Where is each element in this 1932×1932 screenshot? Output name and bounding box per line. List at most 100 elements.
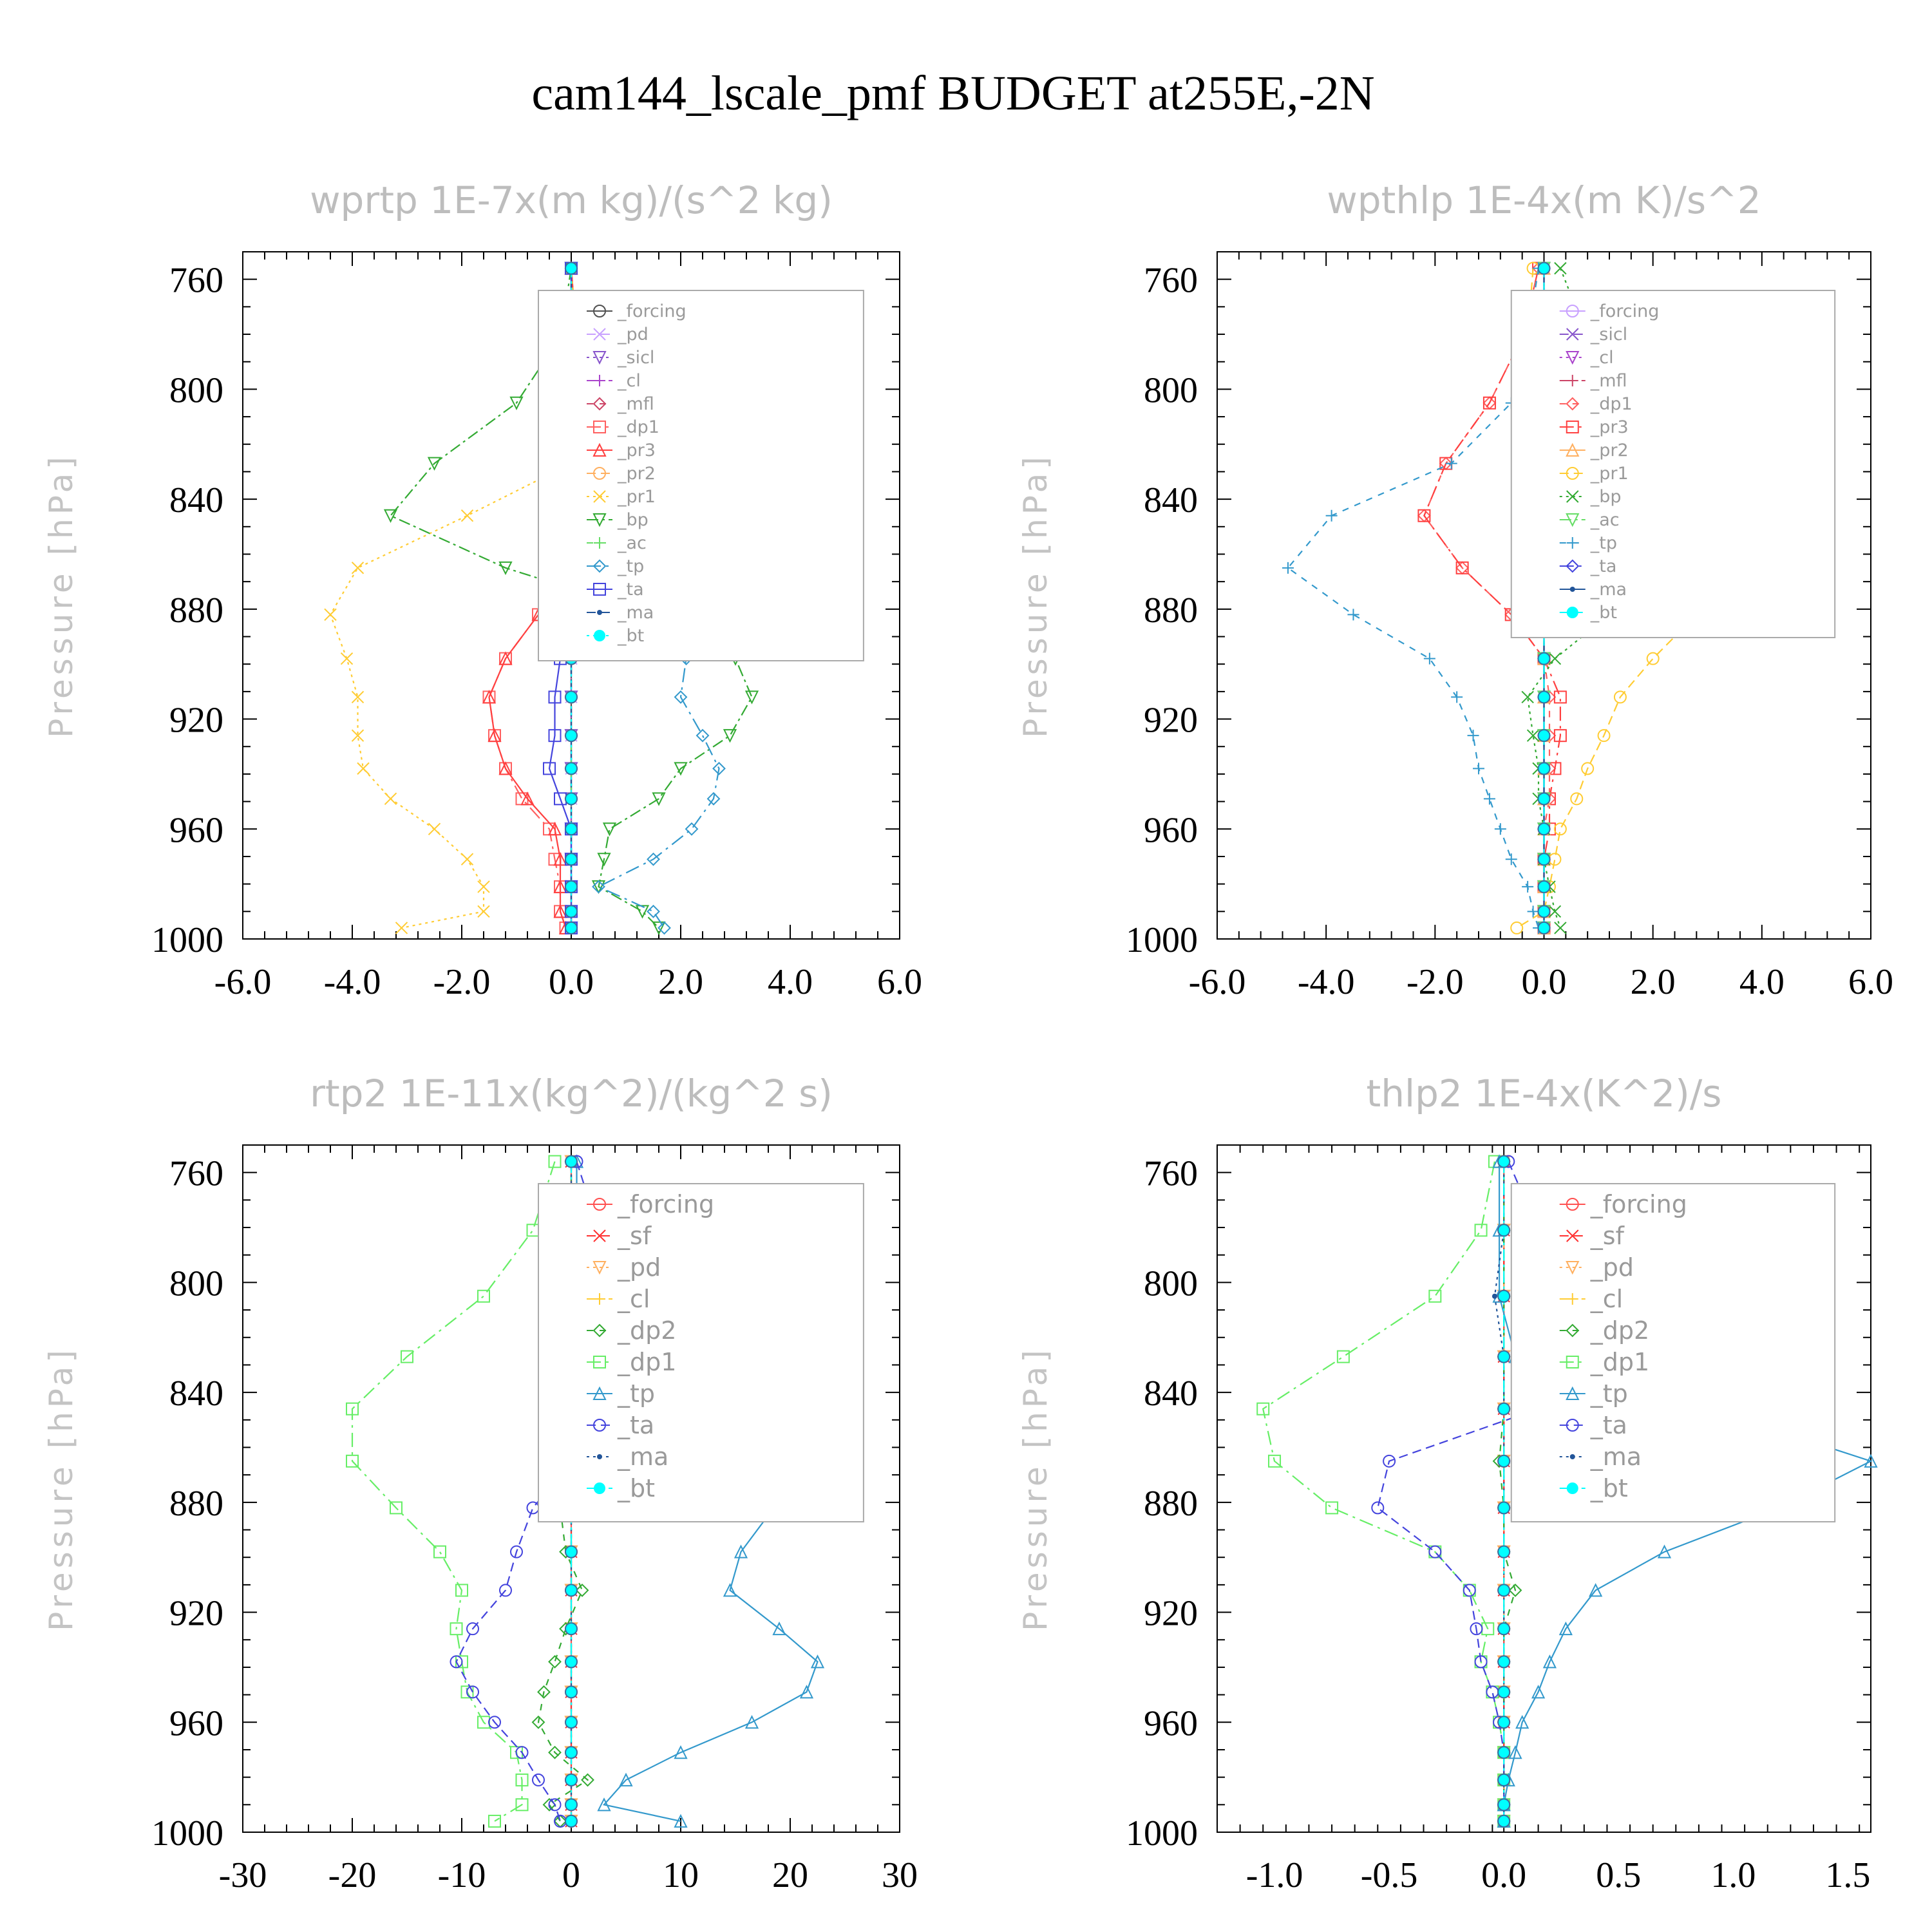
legend-label: _tp	[1590, 1379, 1628, 1408]
data-point	[1657, 1544, 1672, 1558]
legend-marker	[1566, 467, 1579, 480]
data-point	[658, 921, 671, 935]
data-point	[744, 1715, 759, 1729]
data-point	[1455, 561, 1469, 574]
data-point	[1542, 1654, 1557, 1669]
data-point	[565, 1685, 578, 1699]
y-tick-label: 880	[1144, 1484, 1198, 1524]
legend-marker	[1566, 559, 1580, 573]
legend-marker	[1566, 351, 1580, 365]
legend-marker	[1566, 490, 1579, 503]
legend-label: _cl	[617, 371, 641, 391]
series-bt	[1497, 1155, 1511, 1828]
series-line	[1262, 1161, 1505, 1821]
data-point	[1497, 1545, 1511, 1558]
legend-label: _bt	[617, 1474, 655, 1502]
data-point	[565, 1622, 578, 1636]
data-point	[515, 1798, 529, 1812]
legend-label: _forcing	[617, 301, 687, 321]
legend-item: _ma	[587, 1443, 668, 1471]
data-point	[696, 728, 710, 743]
data-point	[652, 921, 666, 936]
data-point	[1463, 1584, 1476, 1597]
data-point	[531, 1715, 545, 1729]
legend-marker	[594, 1293, 605, 1305]
legend-item: _pr2	[587, 464, 656, 484]
legend-marker	[1566, 305, 1579, 317]
legend-marker	[1566, 442, 1580, 457]
legend-marker	[593, 583, 606, 596]
plot-frame	[1217, 1144, 1871, 1833]
data-point	[685, 822, 699, 836]
legend-marker	[592, 442, 607, 457]
data-point	[1497, 1155, 1511, 1168]
legend-item: _dp2	[587, 1316, 676, 1345]
data-point	[1527, 905, 1539, 918]
legend-label: _forcing	[1590, 301, 1660, 321]
data-point	[1268, 1454, 1282, 1468]
legend-item: _bt	[1559, 603, 1617, 623]
x-tick-label: 0.0	[549, 962, 594, 1002]
legend-item: _cl	[587, 1285, 650, 1313]
data-point	[510, 1545, 523, 1558]
data-point	[1497, 1773, 1511, 1786]
legend-label: _forcing	[1590, 1190, 1687, 1218]
legend-marker	[1566, 375, 1578, 386]
legend-label: _ta	[1590, 556, 1617, 576]
legend-label: _ac	[1590, 510, 1620, 530]
legend-item: _pr3	[1559, 417, 1629, 437]
data-point	[1497, 1454, 1511, 1468]
panel-title: wpthlp 1E-4x(m K)/s^2	[1327, 178, 1761, 222]
y-tick-label: 840	[1144, 480, 1198, 520]
data-point	[324, 608, 337, 621]
legend-label: _ta	[617, 580, 644, 600]
legend-label: _bp	[617, 510, 649, 530]
legend-marker	[1566, 1293, 1578, 1305]
chart-panel-2: wpthlp 1E-4x(m K)/s^2 Pressure [hPa] 760 80…	[1017, 178, 1893, 1002]
data-point	[597, 1797, 611, 1812]
data-point	[1554, 922, 1567, 934]
y-tick-label: 760	[169, 1154, 223, 1194]
legend-label: _cl	[1590, 1285, 1623, 1313]
legend-marker	[594, 537, 605, 549]
data-point	[1497, 1289, 1511, 1303]
legend-marker	[1566, 1386, 1580, 1400]
legend-label: _ma	[617, 603, 654, 623]
x-tick-label: -4.0	[1298, 962, 1355, 1002]
data-point	[565, 1155, 578, 1168]
data-point	[1581, 762, 1595, 775]
legend-item: _forcing	[1559, 1190, 1687, 1218]
legend-marker	[593, 490, 606, 503]
data-point	[1325, 509, 1338, 522]
legend-item: _bt	[1559, 1474, 1628, 1502]
data-point	[1497, 1501, 1511, 1515]
data-point	[565, 1584, 578, 1597]
data-point	[460, 853, 474, 866]
legend-marker	[593, 1198, 606, 1211]
legend-item: _mfl	[1559, 371, 1627, 391]
data-point	[565, 729, 578, 743]
data-point	[1497, 1584, 1511, 1597]
legend-item: _ma	[1559, 1443, 1642, 1471]
data-point	[548, 1155, 562, 1168]
x-tick-label: -4.0	[324, 962, 381, 1002]
legend-label: _dp2	[617, 1316, 676, 1345]
y-tick-label: 760	[1144, 261, 1198, 301]
data-point	[532, 1773, 545, 1786]
x-tick-label: -10	[438, 1855, 486, 1895]
y-tick-label: 880	[169, 1484, 223, 1524]
data-point	[1497, 1685, 1511, 1699]
data-point	[537, 1685, 551, 1699]
data-point	[1497, 1350, 1511, 1363]
legend-item: _cl	[1559, 1285, 1623, 1313]
legend-item: _bt	[587, 626, 644, 646]
data-point	[1347, 609, 1359, 621]
legend-item: _dp1	[1559, 394, 1633, 414]
data-point	[1505, 853, 1517, 866]
legend: _forcing _sicl _cl _mfl _dp1 _pr3 _pr2 _pr1 _bp _…	[1510, 290, 1836, 638]
x-tick-label: 1.5	[1825, 1855, 1870, 1895]
data-point	[647, 904, 660, 918]
y-tick-label: 840	[169, 480, 223, 520]
y-tick-label: 840	[1144, 1374, 1198, 1414]
y-tick-label: 1000	[151, 1814, 223, 1853]
